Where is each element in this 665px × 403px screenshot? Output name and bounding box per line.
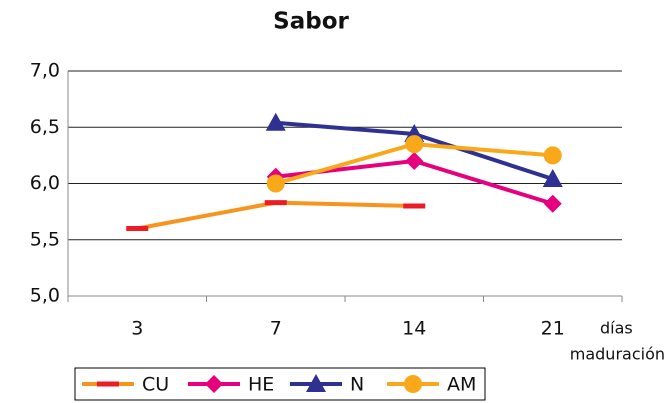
y-tick-label: 6,0 xyxy=(30,172,60,194)
marker xyxy=(403,203,426,209)
marker xyxy=(126,226,149,231)
x-axis-label: días xyxy=(600,319,633,338)
marker xyxy=(205,375,223,393)
series-line xyxy=(136,200,415,231)
x-tick-label: 7 xyxy=(270,318,282,340)
marker xyxy=(404,375,422,393)
legend-label: CU xyxy=(142,374,169,396)
marker xyxy=(405,135,424,154)
marker xyxy=(265,112,286,131)
y-tick-label: 6,5 xyxy=(30,116,60,138)
marker xyxy=(266,174,285,193)
legend-label: AM xyxy=(447,374,476,396)
marker xyxy=(97,381,119,387)
y-tick-label: 5,5 xyxy=(30,228,60,250)
x-tick-label: 21 xyxy=(541,318,565,340)
marker xyxy=(405,152,424,170)
x-tick-label: 3 xyxy=(131,318,143,340)
y-tick-label: 5,0 xyxy=(30,285,60,307)
marker xyxy=(306,374,326,392)
marker xyxy=(264,200,287,206)
marker xyxy=(543,146,562,165)
marker xyxy=(542,169,563,187)
marker xyxy=(543,194,562,213)
x-axis-label: maduración xyxy=(570,345,665,364)
y-tick-label: 7,0 xyxy=(30,60,60,82)
x-tick-label: 14 xyxy=(402,318,426,340)
chart-title: Sabor xyxy=(273,9,349,35)
legend-label: HE xyxy=(248,374,274,396)
legend-label: N xyxy=(350,374,364,396)
